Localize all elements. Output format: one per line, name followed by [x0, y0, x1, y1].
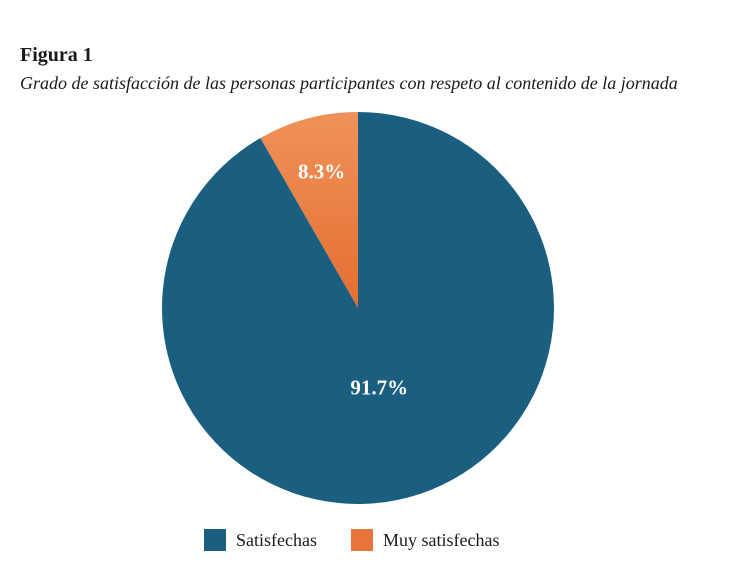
pie-chart: 8.3% 91.7%	[162, 112, 554, 504]
legend-label-muy-satisfechas: Muy satisfechas	[382, 529, 500, 550]
legend-item-muy-satisfechas: Muy satisfechas	[350, 529, 500, 551]
legend-item-satisfechas: Satisfechas	[204, 529, 317, 551]
legend-label-satisfechas: Satisfechas	[236, 529, 317, 550]
legend: Satisfechas Muy satisfechas	[204, 529, 533, 551]
figure-title: Grado de satisfacción de las personas pa…	[20, 73, 678, 93]
pie-slice-satisfechas	[162, 112, 554, 504]
pie-slice-muy-satisfechas	[260, 112, 358, 308]
legend-swatch-muy-satisfechas	[350, 529, 373, 551]
data-label-muy-satisfechas: 8.3%	[298, 160, 345, 184]
figure-label: Figura 1	[20, 44, 93, 66]
data-label-satisfechas: 91.7%	[350, 376, 408, 400]
legend-swatch-satisfechas	[204, 529, 226, 551]
